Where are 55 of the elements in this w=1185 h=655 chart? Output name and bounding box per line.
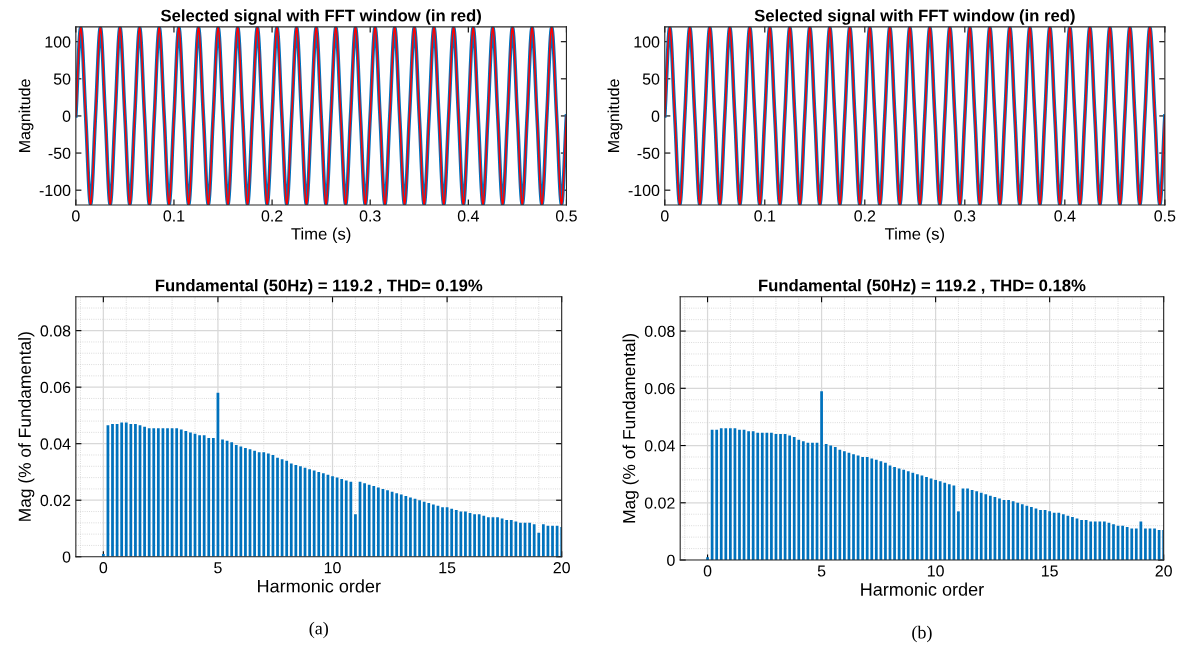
y-axis-title: Mag (% of Fundamental) [18, 332, 35, 521]
x-tick-label: 5 [817, 565, 826, 577]
y-tick-label: 0.04 [40, 438, 71, 450]
x-tick-label: 0 [99, 562, 108, 574]
y-tick-label: 50 [642, 73, 660, 85]
y-tick-label: -50 [48, 147, 71, 159]
x-tick-label: 15 [1041, 565, 1058, 577]
x-tick-label: 20 [553, 562, 570, 574]
y-tick-label: -100 [628, 184, 660, 197]
y-tick-label: 100 [634, 36, 660, 48]
x-tick-label: 20 [1155, 565, 1172, 577]
y-tick-label: -50 [637, 147, 660, 159]
chart-title: Selected signal with FFT window (in red) [160, 9, 481, 25]
x-tick-label: 10 [927, 565, 944, 577]
x-tick-label: 0.3 [359, 210, 381, 222]
y-axis-title: Mag (% of Fundamental) [622, 333, 639, 523]
x-tick-label: 0.1 [163, 210, 185, 222]
y-axis-title: Magnitude [18, 79, 34, 152]
chart-title: Fundamental (50Hz) = 119.2 , THD= 0.19% [155, 279, 483, 295]
x-axis-title: Time (s) [291, 227, 351, 244]
x-tick-label: 0 [72, 210, 80, 222]
x-tick-label: 0.4 [457, 210, 479, 222]
x-tick-label: 0.1 [754, 210, 776, 222]
y-tick-label: 0.06 [40, 381, 71, 394]
x-tick-label: 10 [324, 562, 341, 574]
y-tick-label: 100 [45, 36, 71, 48]
y-tick-label: 50 [53, 73, 71, 85]
y-tick-label: -100 [39, 184, 71, 197]
text: (b) [912, 625, 932, 643]
x-tick-label: 0.2 [261, 210, 283, 222]
x-tick-label: 0.4 [1054, 210, 1076, 222]
y-tick-label: 0 [62, 110, 71, 122]
y-axis-title: Magnitude [607, 79, 623, 152]
x-tick-label: 15 [439, 562, 456, 574]
chart-title: Fundamental (50Hz) = 119.2 , THD= 0.18% [759, 279, 1086, 295]
x-axis-title: Harmonic order [861, 582, 984, 596]
text: (a) [309, 621, 328, 639]
y-tick-label: 0.08 [40, 325, 71, 337]
x-tick-label: 5 [214, 562, 222, 574]
y-tick-label: 0.02 [644, 497, 675, 509]
x-axis-title: Time (s) [884, 227, 945, 244]
y-tick-label: 0.02 [40, 494, 71, 507]
x-tick-label: 0.5 [555, 210, 577, 222]
x-axis-title: Harmonic order [258, 579, 381, 593]
x-tick-label: 0.2 [854, 210, 876, 222]
chart-title: Selected signal with FFT window (in red) [754, 9, 1075, 25]
y-tick-label: 0 [62, 551, 71, 563]
x-tick-label: 0.5 [1154, 210, 1176, 222]
y-tick-label: 0.08 [644, 325, 675, 337]
y-tick-label: 0 [667, 554, 675, 566]
y-tick-label: 0.04 [644, 440, 675, 452]
y-tick-label: 0 [651, 110, 660, 122]
x-tick-label: 0 [703, 565, 712, 577]
x-tick-label: 0.3 [954, 210, 976, 222]
y-tick-label: 0.06 [644, 382, 675, 395]
